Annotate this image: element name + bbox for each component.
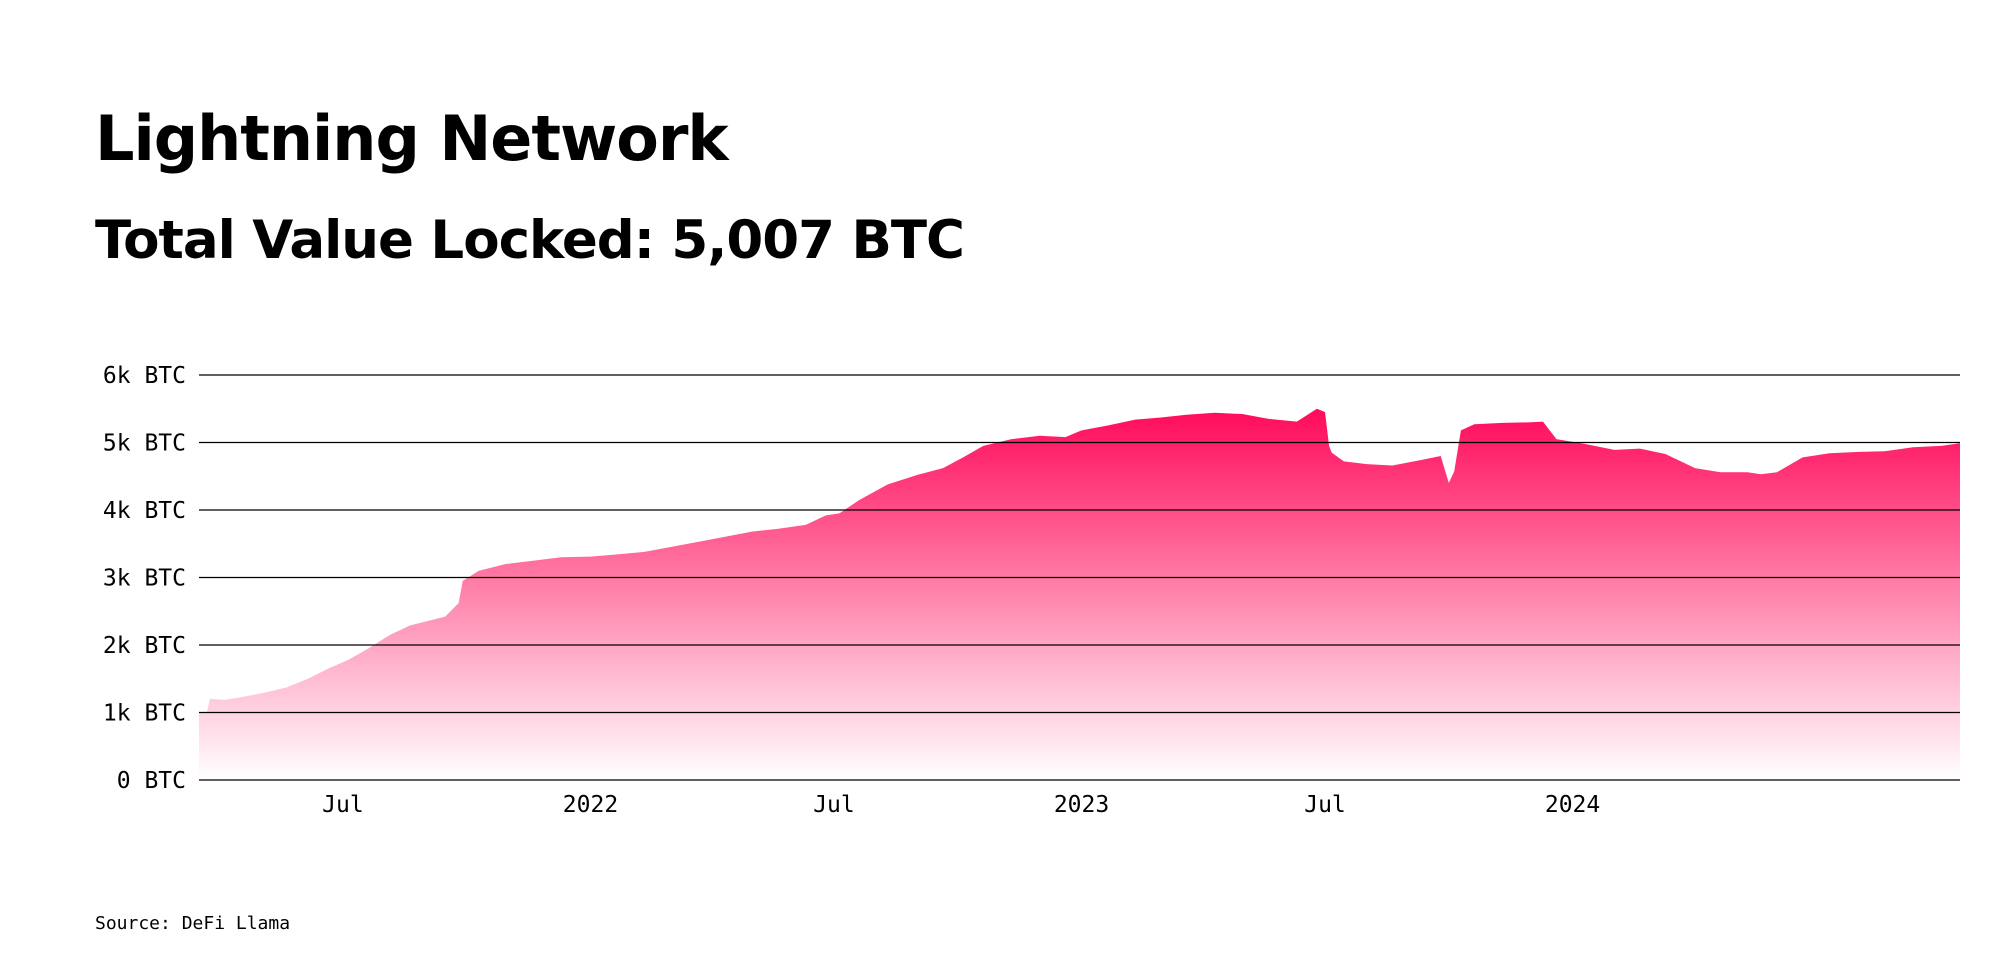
chart-subtitle: Total Value Locked: 5,007 BTC <box>95 210 965 271</box>
x-tick-label: 2024 <box>1545 792 1600 818</box>
area-layer <box>199 408 1960 780</box>
chart-title: Lightning Network <box>95 102 729 175</box>
source-note: Source: DeFi Llama <box>95 913 291 934</box>
x-tick-label: 2022 <box>563 792 618 818</box>
y-tick-label: 1k BTC <box>103 701 186 727</box>
y-tick-label: 5k BTC <box>103 431 186 457</box>
y-tick-label: 0 BTC <box>117 768 186 794</box>
y-axis: 0 BTC 1k BTC 2k BTC 3k BTC 4k BTC 5k BTC 6k BT… <box>103 363 186 794</box>
y-tick-label: 4k BTC <box>103 498 186 524</box>
y-tick-label: 6k BTC <box>103 363 186 389</box>
tvl-area <box>199 408 1960 780</box>
x-tick-label: Jul <box>1304 792 1346 818</box>
grid-layer <box>199 374 1960 781</box>
x-tick-label: 2023 <box>1054 792 1109 818</box>
x-tick-label: Jul <box>322 792 364 818</box>
x-axis: Jul 2022 Jul 2023 Jul 2024 <box>322 792 1600 818</box>
tvl-area-chart: 0 BTC 1k BTC 2k BTC 3k BTC 4k BTC 5k BTC 6k BT… <box>103 363 1960 818</box>
x-tick-label: Jul <box>813 792 855 818</box>
y-tick-label: 2k BTC <box>103 633 186 659</box>
y-tick-label: 3k BTC <box>103 566 186 592</box>
